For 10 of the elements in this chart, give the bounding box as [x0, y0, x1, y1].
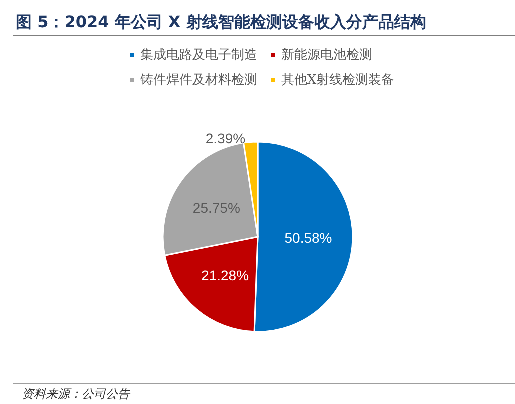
- legend-label: 新能源电池检测: [281, 48, 372, 63]
- data-label: 25.75%: [192, 200, 240, 216]
- data-label: 2.39%: [206, 130, 246, 146]
- data-label: 50.58%: [284, 230, 332, 246]
- legend-label: 集成电路及电子制造: [140, 48, 258, 63]
- legend-label: 其他X射线检测装备: [281, 73, 395, 88]
- chart-title: 图 5：2024 年公司 X 射线智能检测设备收入分产品结构: [16, 12, 426, 32]
- text: 资料来源：公司公告: [22, 387, 131, 401]
- data-label: 21.28%: [202, 267, 250, 284]
- legend-label: 铸件焊件及材料检测: [139, 73, 258, 88]
